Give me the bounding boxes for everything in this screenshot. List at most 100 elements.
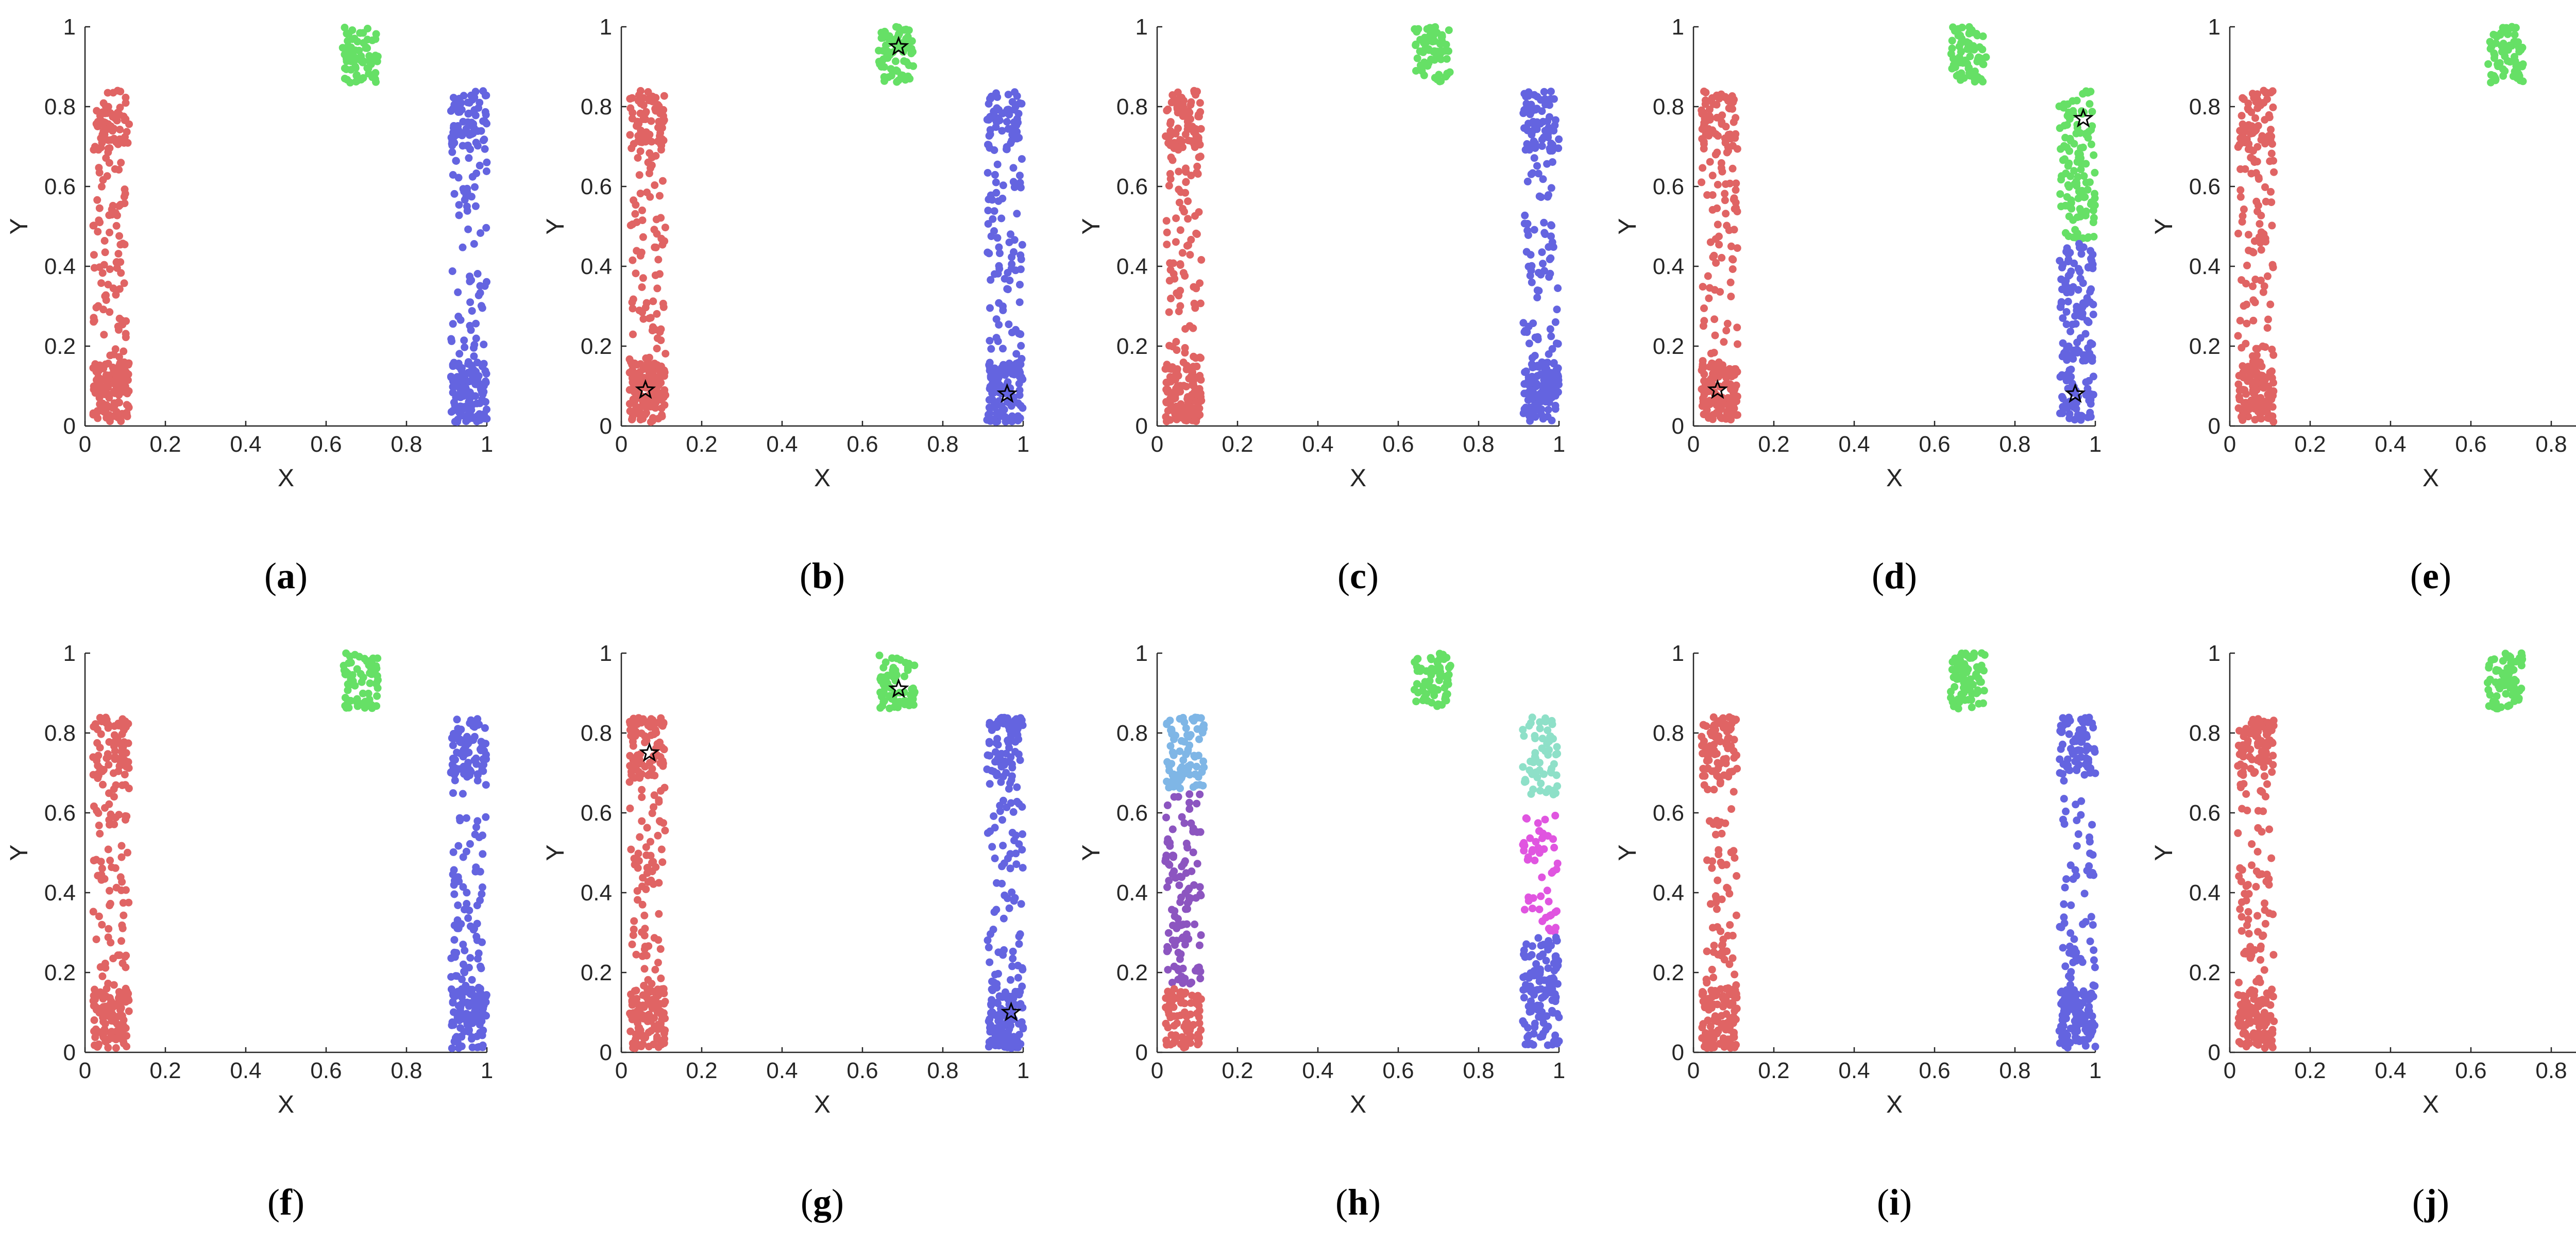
data-point: [995, 992, 1004, 1000]
data-point: [1733, 393, 1741, 401]
data-point: [1184, 412, 1193, 420]
data-point: [1018, 155, 1026, 163]
data-point: [633, 761, 641, 769]
data-point: [2267, 198, 2276, 207]
y-tick-label: 1: [1136, 641, 1148, 666]
data-point: [651, 772, 659, 780]
data-point: [986, 1024, 994, 1032]
data-point: [997, 412, 1005, 420]
data-point: [1710, 361, 1718, 368]
data-point: [1008, 763, 1016, 772]
data-point: [1733, 323, 1741, 332]
data-point: [1183, 731, 1191, 739]
data-point: [1010, 183, 1019, 191]
data-point: [987, 930, 994, 938]
data-point: [629, 295, 637, 303]
data-point: [1731, 384, 1739, 393]
data-point: [1521, 953, 1529, 961]
data-point: [638, 817, 646, 825]
data-point: [123, 389, 131, 398]
data-point: [122, 951, 130, 960]
data-point: [120, 358, 128, 366]
cluster-center-star: [639, 742, 660, 762]
data-point: [1543, 160, 1551, 168]
data-point: [643, 869, 651, 877]
data-point: [90, 1016, 98, 1024]
panel-caption: (c): [1337, 555, 1379, 596]
data-point: [2089, 264, 2097, 272]
y-tick-label: 0.8: [44, 721, 76, 746]
data-point: [660, 388, 668, 397]
x-tick-label: 0: [1687, 1058, 1700, 1083]
data-point: [1180, 382, 1188, 390]
data-point: [626, 221, 635, 229]
data-point: [1168, 825, 1177, 833]
data-point: [109, 89, 117, 97]
data-point: [2075, 240, 2083, 248]
data-point: [2236, 186, 2245, 194]
y-tick-label: 0: [63, 1040, 76, 1065]
panel-caption: (d): [1872, 555, 1917, 596]
data-point: [1534, 819, 1542, 827]
data-point: [1163, 228, 1171, 236]
data-point: [1546, 269, 1554, 278]
y-tick-label: 0.2: [2189, 334, 2221, 359]
data-point: [1543, 365, 1551, 373]
data-point: [467, 130, 476, 138]
data-point: [1182, 178, 1190, 186]
data-point: [104, 148, 112, 157]
data-point: [2268, 367, 2276, 376]
data-point: [1520, 328, 1529, 336]
data-point: [1975, 53, 1983, 61]
data-point: [449, 383, 457, 391]
data-point: [2249, 389, 2258, 397]
data-point: [1013, 731, 1022, 739]
data-point: [2238, 344, 2246, 352]
x-tick-label: 0: [2224, 432, 2236, 457]
data-point: [115, 762, 124, 770]
data-point: [1533, 162, 1541, 170]
data-point: [992, 189, 1001, 197]
data-point: [1702, 378, 1710, 386]
data-point: [998, 363, 1006, 371]
data-point: [1166, 120, 1174, 128]
data-point: [1526, 417, 1534, 425]
data-point: [642, 108, 650, 116]
data-point: [1010, 1033, 1018, 1041]
data-point: [649, 323, 657, 331]
data-point: [2496, 31, 2504, 39]
data-point: [2250, 94, 2259, 103]
data-point: [1007, 230, 1014, 238]
data-point: [2240, 95, 2248, 103]
data-point: [634, 896, 641, 904]
data-point: [1722, 210, 1730, 218]
data-point: [2073, 124, 2081, 132]
data-point: [628, 415, 636, 423]
data-point: [1542, 957, 1550, 965]
x-tick-label: 0.8: [1999, 1058, 2030, 1083]
data-point: [2082, 207, 2090, 215]
data-point: [2072, 177, 2080, 185]
data-point: [106, 857, 114, 864]
data-point: [465, 154, 473, 162]
data-point: [650, 1014, 658, 1022]
data-point: [2059, 403, 2067, 411]
data-point: [1535, 906, 1544, 913]
data-point: [108, 999, 116, 1007]
data-point: [351, 651, 359, 659]
data-point: [1554, 284, 1562, 292]
data-point: [1527, 251, 1535, 259]
data-point: [1184, 197, 1192, 206]
data-point: [90, 314, 98, 322]
data-point: [2251, 114, 2259, 122]
data-point: [2262, 89, 2270, 97]
scatter-points: [625, 651, 1027, 1052]
data-point: [473, 270, 482, 278]
data-point: [1541, 815, 1549, 824]
data-point: [462, 814, 470, 822]
data-point: [630, 917, 638, 925]
data-point: [1544, 1022, 1552, 1031]
data-point: [1411, 25, 1419, 33]
data-point: [659, 372, 668, 380]
data-point: [894, 32, 902, 41]
